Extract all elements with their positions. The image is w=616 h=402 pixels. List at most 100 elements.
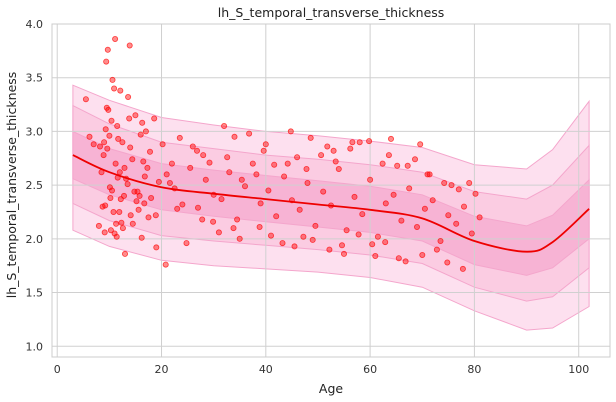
data-point <box>107 194 114 201</box>
data-point <box>114 123 121 130</box>
data-point <box>132 112 139 119</box>
axes-frame <box>51 23 611 358</box>
data-point <box>338 242 345 249</box>
data-point <box>279 240 286 247</box>
data-point <box>129 220 136 227</box>
data-point <box>129 156 136 163</box>
data-point <box>110 208 117 215</box>
data-point <box>374 233 381 240</box>
data-point <box>460 203 467 210</box>
data-point <box>234 216 241 223</box>
data-point <box>419 251 426 258</box>
x-tick-label: 0 <box>54 363 61 376</box>
data-point <box>100 152 107 159</box>
data-point <box>104 46 111 53</box>
data-point <box>113 233 120 240</box>
y-tick-label: 3.5 <box>26 72 44 85</box>
data-point <box>174 205 181 212</box>
data-point <box>126 42 133 49</box>
data-point <box>424 171 431 178</box>
data-point <box>335 165 342 172</box>
data-point <box>125 94 132 101</box>
y-tick-label: 3.0 <box>26 125 44 138</box>
data-point <box>417 141 424 148</box>
data-point <box>309 236 316 243</box>
data-point <box>137 131 144 138</box>
data-point <box>194 204 201 211</box>
data-point <box>387 135 394 142</box>
data-point <box>155 178 162 185</box>
data-point <box>148 194 155 201</box>
data-point <box>256 223 263 230</box>
data-point <box>103 104 110 111</box>
data-point <box>116 208 123 215</box>
data-point <box>241 183 248 190</box>
data-point <box>356 139 363 146</box>
data-point <box>126 115 133 122</box>
data-point <box>138 234 145 241</box>
data-point <box>111 230 118 237</box>
data-point <box>106 132 113 139</box>
data-point <box>101 139 108 146</box>
data-point <box>199 216 206 223</box>
data-point <box>113 220 120 227</box>
data-point <box>230 225 237 232</box>
data-point <box>210 218 217 225</box>
data-point <box>287 128 294 135</box>
x-tick-label: 20 <box>155 363 169 376</box>
data-point <box>294 154 301 161</box>
data-point <box>281 173 288 180</box>
data-point <box>394 162 401 169</box>
data-point <box>340 250 347 257</box>
data-point <box>176 134 183 141</box>
data-point <box>215 229 222 236</box>
chart-title: lh_S_temporal_transverse_thickness <box>218 5 445 20</box>
data-point <box>168 160 175 167</box>
x-tick-label: 60 <box>363 363 377 376</box>
data-point <box>437 237 444 244</box>
data-point <box>238 176 245 183</box>
x-axis-label: Age <box>319 381 343 396</box>
data-point <box>106 184 113 191</box>
data-point <box>109 187 116 194</box>
trend-curve <box>72 154 590 253</box>
data-point <box>448 182 455 189</box>
y-tick-label: 4.0 <box>26 18 44 31</box>
data-point <box>413 223 420 230</box>
data-point <box>127 144 134 151</box>
y-tick-label: 2.5 <box>26 179 44 192</box>
data-point <box>249 160 256 167</box>
data-point <box>260 147 267 154</box>
data-point <box>441 179 448 186</box>
y-tick-label: 1.5 <box>26 287 44 300</box>
data-point <box>141 173 148 180</box>
data-point <box>200 152 207 159</box>
x-tick-label: 40 <box>259 363 273 376</box>
data-point <box>312 222 319 229</box>
data-point <box>82 96 89 103</box>
data-point <box>134 188 141 195</box>
data-point <box>326 246 333 253</box>
data-point <box>90 141 97 148</box>
data-point <box>421 205 428 212</box>
data-point <box>127 212 134 219</box>
data-point <box>119 139 126 146</box>
data-point <box>273 213 280 220</box>
data-point <box>453 220 460 227</box>
data-point <box>163 171 170 178</box>
data-point <box>152 212 159 219</box>
data-point <box>404 162 411 169</box>
data-point <box>118 219 125 226</box>
data-point <box>122 250 129 257</box>
data-point <box>104 145 111 152</box>
y-axis-label: lh_S_temporal_transverse_thickness <box>4 72 19 299</box>
data-point <box>257 200 264 207</box>
data-point <box>332 158 339 165</box>
data-point <box>284 160 291 167</box>
data-point <box>162 261 169 268</box>
data-point <box>193 147 200 154</box>
data-point <box>253 171 260 178</box>
data-point <box>320 188 327 195</box>
data-point <box>141 200 148 207</box>
